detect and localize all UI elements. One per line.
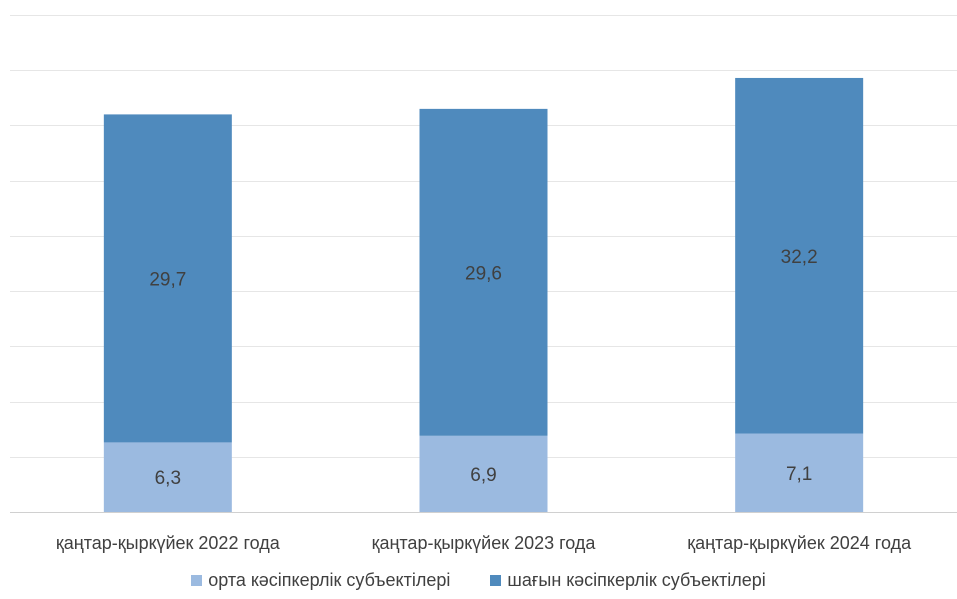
bar-medium-1: [419, 435, 548, 512]
legend-item-small: шағын кәсіпкерлік субъектілері: [490, 570, 766, 591]
x-tick-label-0: қаңтар-қыркүйек 2022 года: [56, 533, 281, 553]
bar-small-1: [419, 108, 548, 436]
legend: орта кәсіпкерлік субъектілері шағын кәсі…: [0, 570, 957, 591]
data-label-medium-2: 7,1: [786, 464, 812, 485]
data-label-small-2: 32,2: [781, 247, 818, 268]
legend-swatch-small: [490, 575, 502, 586]
legend-swatch-medium: [191, 575, 203, 586]
bar-small-0: [103, 114, 232, 443]
data-label-small-1: 29,6: [465, 263, 502, 284]
legend-label-small: шағын кәсіпкерлік субъектілері: [507, 570, 766, 590]
bar-medium-2: [735, 433, 864, 512]
data-label-medium-1: 6,9: [470, 465, 496, 486]
x-tick-label-1: қаңтар-қыркүйек 2023 года: [372, 533, 597, 553]
x-tick-label-2: қаңтар-қыркүйек 2024 года: [687, 533, 912, 553]
bar-medium-0: [103, 442, 232, 512]
legend-label-medium: орта кәсіпкерлік субъектілері: [208, 570, 451, 590]
legend-item-medium: орта кәсіпкерлік субъектілері: [191, 570, 450, 591]
data-label-medium-0: 6,3: [155, 468, 181, 489]
bar-small-2: [735, 77, 864, 434]
data-label-small-0: 29,7: [149, 269, 186, 290]
